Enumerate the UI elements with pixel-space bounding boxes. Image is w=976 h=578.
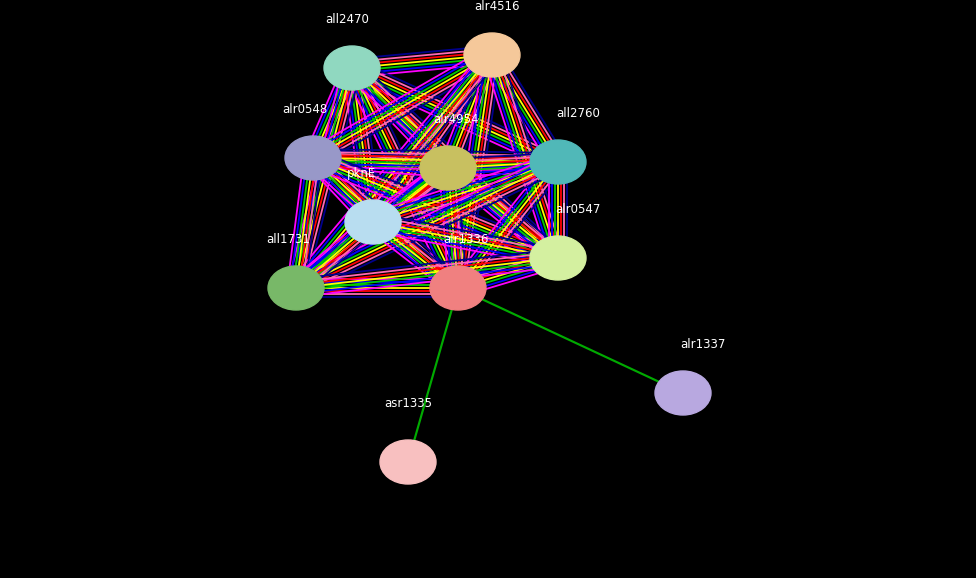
Text: alr1337: alr1337	[680, 338, 726, 351]
Ellipse shape	[420, 146, 476, 190]
Text: alr4954: alr4954	[433, 113, 479, 126]
Ellipse shape	[324, 46, 380, 90]
Text: alr0548: alr0548	[282, 103, 328, 116]
Ellipse shape	[464, 33, 520, 77]
Ellipse shape	[345, 200, 401, 244]
Ellipse shape	[285, 136, 341, 180]
Text: asr1335: asr1335	[384, 397, 432, 410]
Text: all2760: all2760	[556, 107, 600, 120]
Ellipse shape	[530, 236, 586, 280]
Text: alr4516: alr4516	[474, 0, 520, 13]
Ellipse shape	[380, 440, 436, 484]
Text: pknE: pknE	[346, 167, 376, 180]
Ellipse shape	[268, 266, 324, 310]
Text: alr0547: alr0547	[555, 203, 600, 216]
Ellipse shape	[530, 140, 586, 184]
Ellipse shape	[655, 371, 711, 415]
Text: all2470: all2470	[325, 13, 369, 26]
Text: all1731: all1731	[266, 233, 310, 246]
Ellipse shape	[430, 266, 486, 310]
Text: alr1336: alr1336	[443, 233, 489, 246]
